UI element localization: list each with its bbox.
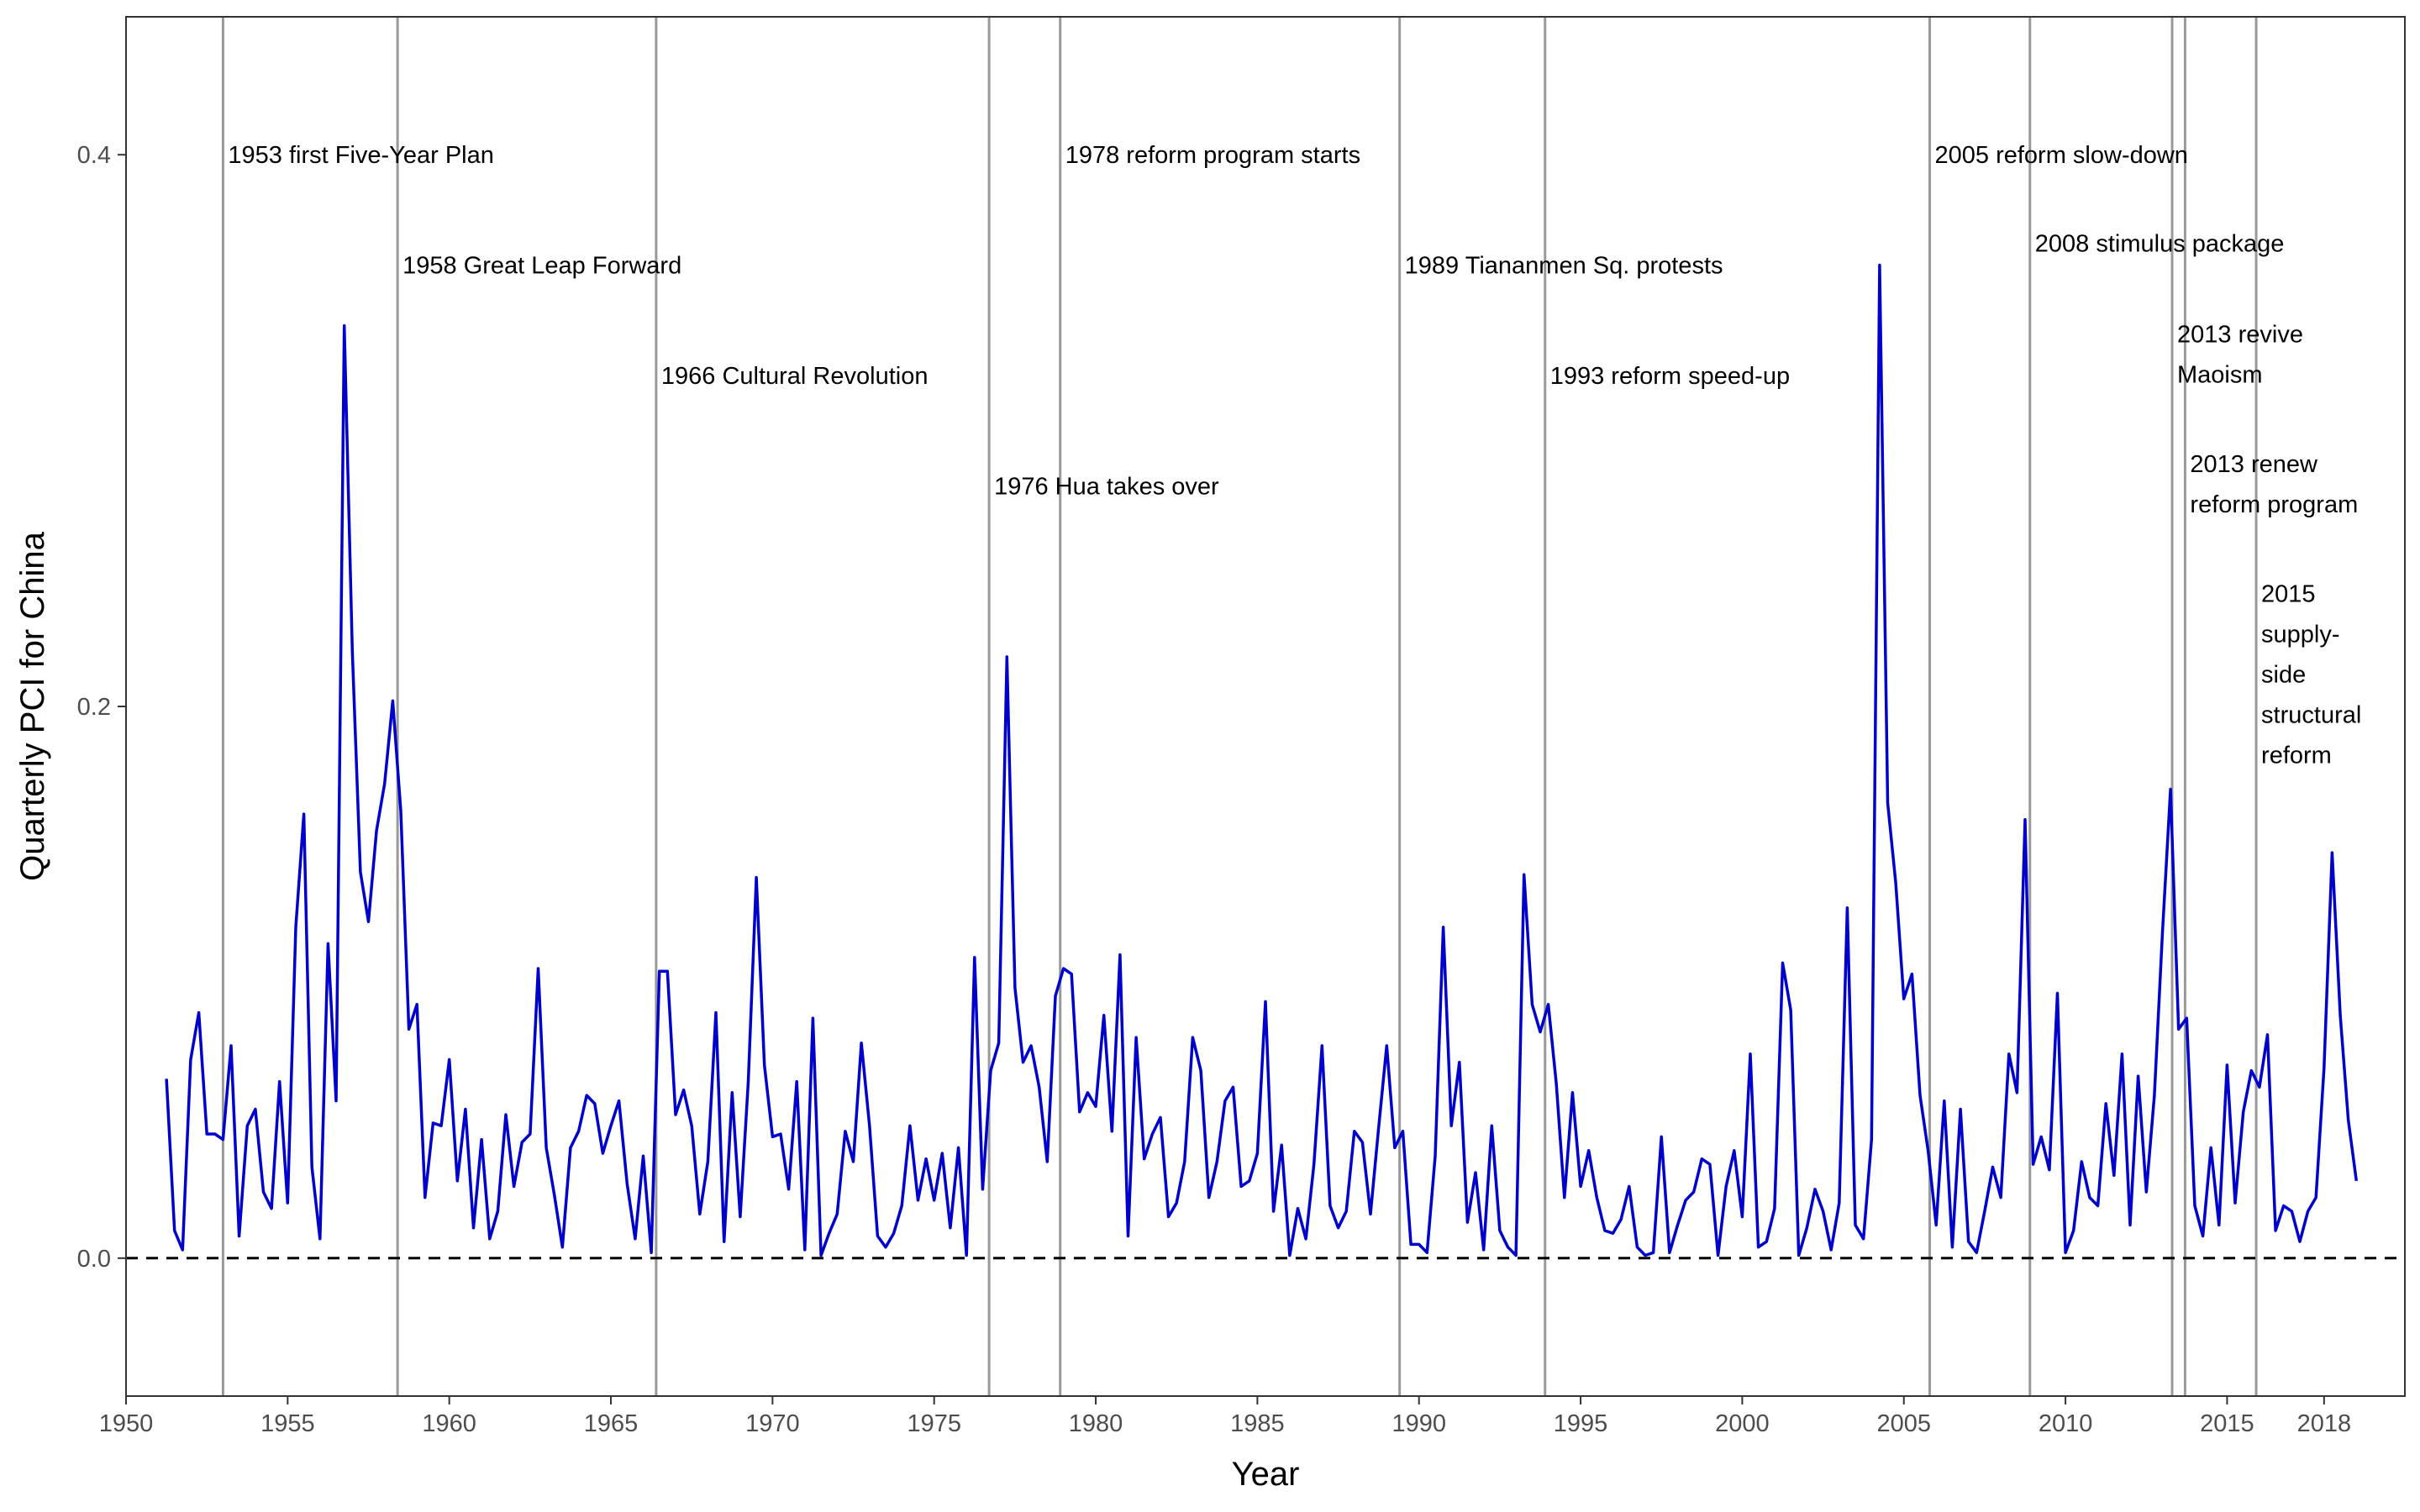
event-label-line: side [2261, 661, 2306, 688]
event-markers [221, 17, 2258, 1396]
x-tick-label: 1980 [1069, 1410, 1123, 1437]
event-label-8: 2008 stimulus package [2035, 230, 2285, 257]
event-label-line: 1976 Hua takes over [994, 473, 1219, 500]
y-axis-title: Quarterly PCI for China [14, 531, 51, 880]
x-tick-label: 1990 [1392, 1410, 1446, 1437]
event-label-line: 1989 Tiananmen Sq. protests [1405, 253, 1723, 280]
event-label-line: 2013 revive [2177, 322, 2303, 349]
event-label-7: 2005 reform slow-down [1935, 142, 2188, 169]
event-label-line: reform [2261, 742, 2332, 769]
event-label-6: 1993 reform speed-up [1550, 363, 1790, 390]
event-labels: 1953 first Five-Year Plan 1958 Great Leap… [228, 142, 2361, 769]
x-axis-title: Year [1232, 1456, 1300, 1493]
x-tick-label: 1955 [260, 1410, 315, 1437]
event-label-4: 1978 reform program starts [1065, 142, 1360, 169]
x-tick-label: 1960 [422, 1410, 476, 1437]
x-tick-label: 2015 [2200, 1410, 2254, 1437]
event-label-line: 2013 renew [2190, 451, 2318, 478]
x-tick-label: 1975 [907, 1410, 961, 1437]
event-label-1: 1958 Great Leap Forward [402, 253, 681, 280]
y-tick-label: 0.4 [77, 142, 111, 169]
x-tick-label: 1985 [1230, 1410, 1285, 1437]
x-tick-label: 1970 [745, 1410, 800, 1437]
event-label-line: 2008 stimulus package [2035, 230, 2285, 257]
event-label-3: 1976 Hua takes over [994, 473, 1219, 500]
event-label-line: 1966 Cultural Revolution [661, 363, 929, 390]
event-label-9: 2013 revive Maoism [2177, 322, 2303, 389]
x-tick-label: 2000 [1715, 1410, 1770, 1437]
event-label-line: 1958 Great Leap Forward [402, 253, 681, 280]
event-label-line: 2015 [2261, 580, 2316, 607]
x-tick-label: 1995 [1554, 1410, 1608, 1437]
event-label-line: 1953 first Five-Year Plan [228, 142, 493, 169]
event-label-line: 1993 reform speed-up [1550, 363, 1790, 390]
event-label-line: structural [2261, 701, 2361, 728]
event-label-2: 1966 Cultural Revolution [661, 363, 929, 390]
event-label-line: reform program [2190, 491, 2358, 518]
event-label-line: 1978 reform program starts [1065, 142, 1360, 169]
event-label-line: supply- [2261, 621, 2340, 648]
x-tick-label: 2018 [2297, 1410, 2352, 1437]
event-label-10: 2013 renew reform program [2190, 451, 2358, 518]
event-label-5: 1989 Tiananmen Sq. protests [1405, 253, 1723, 280]
event-label-11: 2015 supply-side structural reform [2261, 580, 2361, 769]
y-axis: 0.0 0.2 0.4 [77, 142, 126, 1273]
x-tick-label: 2010 [2039, 1410, 2093, 1437]
series-line-pci [165, 263, 2359, 1257]
x-tick-label: 1965 [584, 1410, 639, 1437]
event-label-0: 1953 first Five-Year Plan [228, 142, 493, 169]
x-tick-label: 1950 [99, 1410, 154, 1437]
x-tick-label: 2005 [1876, 1410, 1931, 1437]
y-tick-label: 0.2 [77, 694, 111, 721]
event-label-line: Maoism [2177, 362, 2263, 389]
y-tick-label: 0.0 [77, 1246, 111, 1273]
event-label-line: 2005 reform slow-down [1935, 142, 2188, 169]
x-axis: 1950 1955 1960 1965 1970 1975 1980 1985 1990 1995… [99, 1396, 2351, 1437]
